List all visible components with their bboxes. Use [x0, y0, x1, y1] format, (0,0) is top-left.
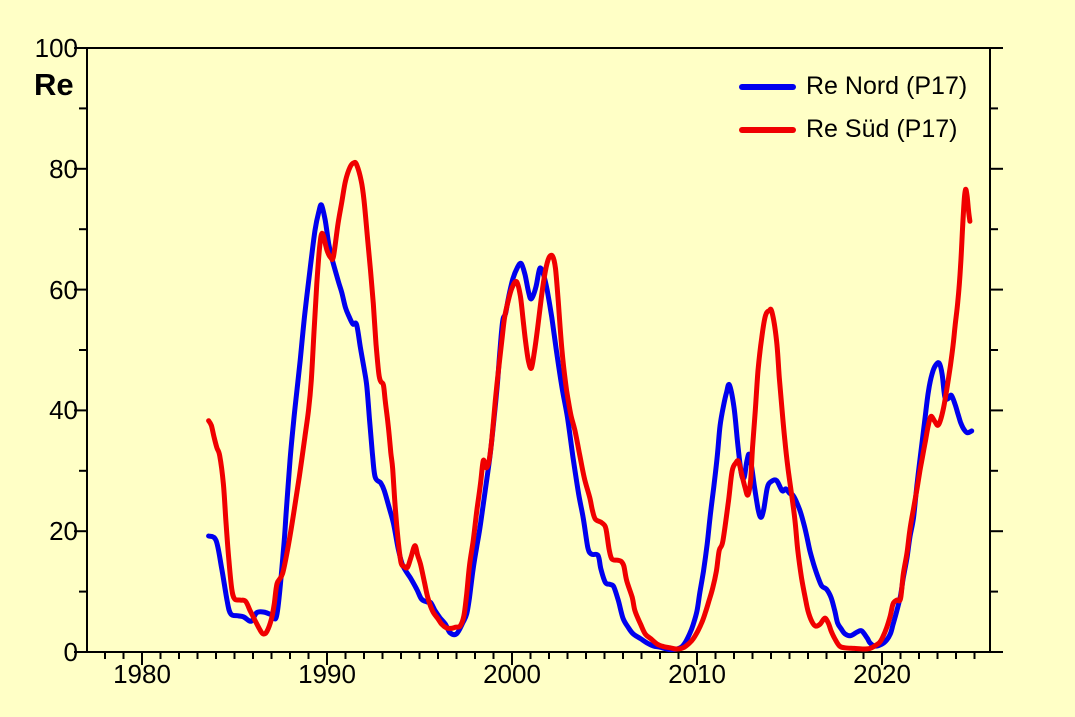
- x-tick-label: 1980: [113, 659, 171, 689]
- y-tick-label: 0: [63, 637, 78, 667]
- legend-label-nord: Re Nord (P17): [806, 72, 968, 100]
- x-tick-label: 1990: [298, 659, 356, 689]
- series-line-re-nord: [206, 202, 975, 653]
- y-tick-label: 60: [49, 274, 78, 305]
- legend-item-nord: Re Nord (P17): [739, 65, 967, 108]
- legend-item-sued: Re Süd (P17): [739, 108, 967, 151]
- y-axis-title: Re: [34, 67, 74, 102]
- y-tick-label: 100: [34, 33, 78, 63]
- y-tick-label: 20: [49, 516, 78, 547]
- x-tick-label: 2020: [853, 659, 911, 689]
- y-tick-label: 40: [49, 395, 78, 426]
- legend-label-sued: Re Süd (P17): [806, 115, 958, 143]
- x-tick-label: 2010: [668, 659, 726, 689]
- legend-line-swatch-sued: [739, 126, 796, 133]
- series-line-re-sued: [206, 159, 973, 652]
- legend: Re Nord (P17) Re Süd (P17): [739, 65, 967, 151]
- y-tick-label: 80: [49, 153, 78, 184]
- x-tick-label: 2000: [483, 659, 541, 689]
- legend-line-swatch-nord: [739, 83, 796, 90]
